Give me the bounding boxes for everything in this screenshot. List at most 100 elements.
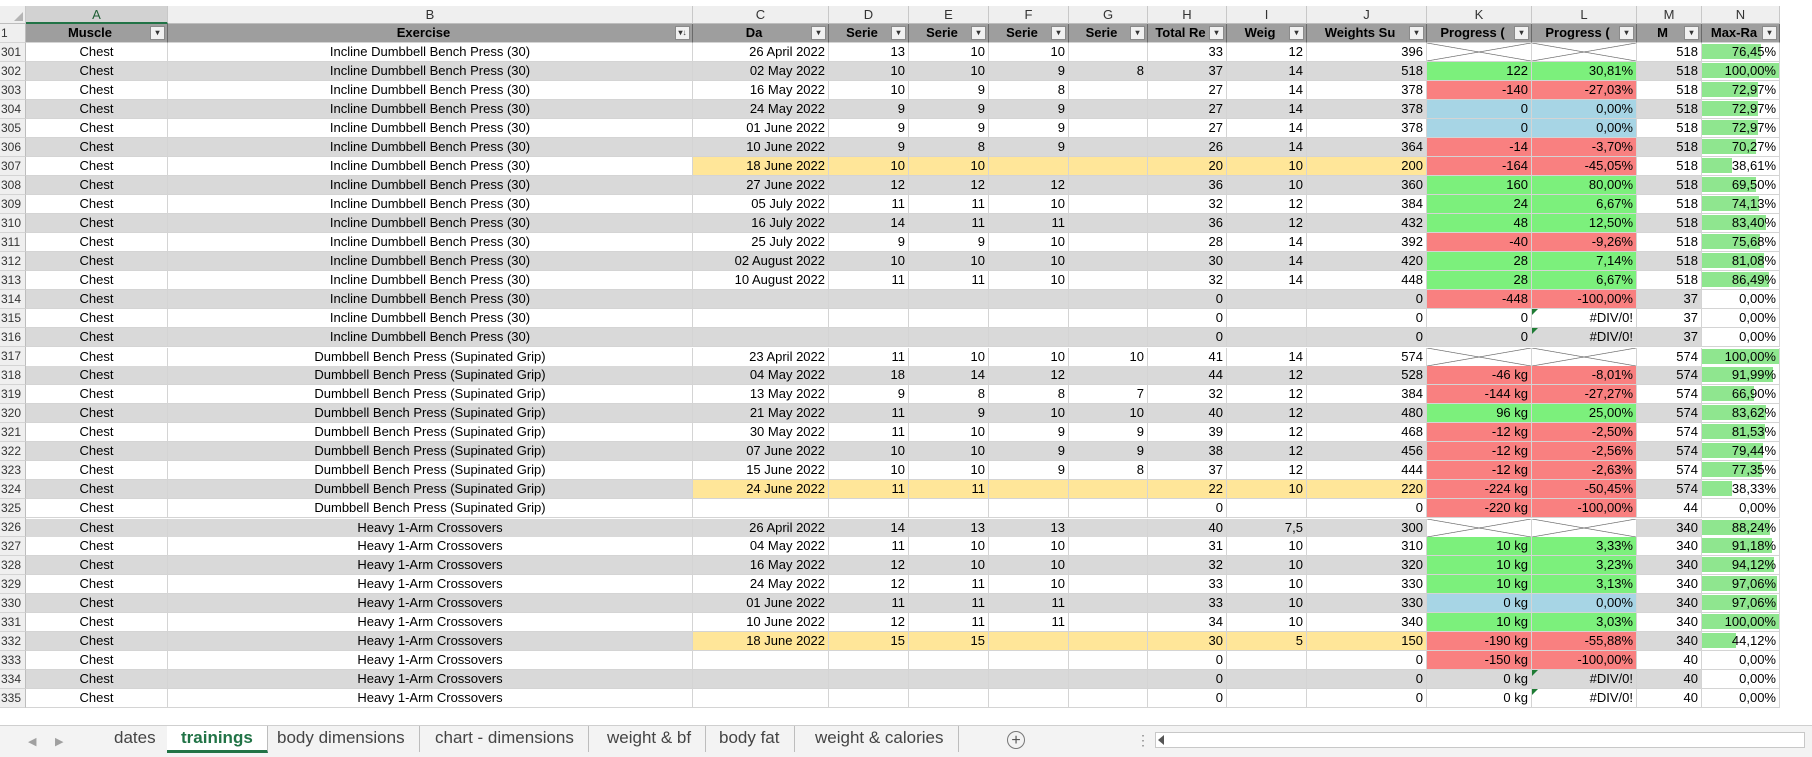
- cell-f[interactable]: 9: [989, 423, 1069, 442]
- cell-e[interactable]: 11: [909, 214, 989, 233]
- cell-e[interactable]: 10: [909, 348, 989, 367]
- cell-j[interactable]: 384: [1307, 195, 1427, 214]
- cell-h[interactable]: 27: [1148, 119, 1227, 138]
- row-number[interactable]: 322: [0, 442, 26, 461]
- row-number[interactable]: 332: [0, 632, 26, 651]
- cell-n[interactable]: 79,44%: [1702, 442, 1780, 461]
- cell-d[interactable]: 11: [829, 480, 909, 499]
- cell-k[interactable]: -150 kg: [1427, 651, 1532, 670]
- cell-h[interactable]: 0: [1148, 499, 1227, 518]
- cell-h[interactable]: 30: [1148, 252, 1227, 271]
- cell-m[interactable]: 518: [1637, 81, 1702, 100]
- cell-d[interactable]: 12: [829, 176, 909, 195]
- cell-m[interactable]: 574: [1637, 348, 1702, 367]
- column-header-n[interactable]: N: [1702, 6, 1780, 24]
- cell-n[interactable]: 91,18%: [1702, 537, 1780, 556]
- cell-n[interactable]: 91,99%: [1702, 366, 1780, 385]
- cell-c[interactable]: [693, 309, 829, 328]
- cell-g[interactable]: [1069, 214, 1148, 233]
- row-number[interactable]: 303: [0, 81, 26, 100]
- cell-d[interactable]: 9: [829, 119, 909, 138]
- cell-l[interactable]: #DIV/0!: [1532, 309, 1637, 328]
- cell-n[interactable]: 97,06%: [1702, 594, 1780, 613]
- cell-l[interactable]: -100,00%: [1532, 290, 1637, 309]
- cell-a[interactable]: Chest: [26, 499, 168, 518]
- cell-k[interactable]: 28: [1427, 252, 1532, 271]
- cell-m[interactable]: 340: [1637, 519, 1702, 538]
- cell-d[interactable]: 11: [829, 537, 909, 556]
- cell-m[interactable]: 518: [1637, 252, 1702, 271]
- cell-b[interactable]: Dumbbell Bench Press (Supinated Grip): [168, 499, 693, 518]
- row-number[interactable]: 326: [0, 518, 26, 537]
- row-number[interactable]: 324: [0, 480, 26, 499]
- filter-dropdown-icon[interactable]: ▾: [811, 26, 826, 40]
- row-number[interactable]: 325: [0, 499, 26, 518]
- row-number[interactable]: 310: [0, 214, 26, 233]
- cell-a[interactable]: Chest: [26, 81, 168, 100]
- row-number[interactable]: 302: [0, 62, 26, 81]
- cell-b[interactable]: Heavy 1-Arm Crossovers: [168, 651, 693, 670]
- cell-i[interactable]: 10: [1227, 613, 1307, 632]
- row-number[interactable]: 327: [0, 537, 26, 556]
- cell-d[interactable]: [829, 290, 909, 309]
- cell-c[interactable]: 02 August 2022: [693, 252, 829, 271]
- cell-e[interactable]: 10: [909, 252, 989, 271]
- cell-n[interactable]: 88,24%: [1702, 519, 1780, 538]
- cell-l[interactable]: 30,81%: [1532, 62, 1637, 81]
- cell-i[interactable]: 14: [1227, 138, 1307, 157]
- column-header-i[interactable]: I: [1227, 6, 1307, 24]
- cell-d[interactable]: 11: [829, 348, 909, 367]
- row-number[interactable]: 319: [0, 385, 26, 404]
- cell-k[interactable]: -12 kg: [1427, 461, 1532, 480]
- cell-l[interactable]: -50,45%: [1532, 480, 1637, 499]
- cell-g[interactable]: [1069, 613, 1148, 632]
- cell-l[interactable]: -8,01%: [1532, 366, 1637, 385]
- cell-h[interactable]: 32: [1148, 556, 1227, 575]
- cell-h[interactable]: 22: [1148, 480, 1227, 499]
- cell-n[interactable]: 0,00%: [1702, 670, 1780, 689]
- sheet-tab-weight-bf[interactable]: weight & bf: [593, 726, 707, 752]
- cell-k[interactable]: -164: [1427, 157, 1532, 176]
- cell-n[interactable]: 0,00%: [1702, 651, 1780, 670]
- cell-n[interactable]: 81,53%: [1702, 423, 1780, 442]
- cell-g[interactable]: [1069, 670, 1148, 689]
- cell-m[interactable]: 518: [1637, 119, 1702, 138]
- cell-h[interactable]: 0: [1148, 309, 1227, 328]
- cell-l[interactable]: [1532, 43, 1637, 62]
- cell-l[interactable]: -45,05%: [1532, 157, 1637, 176]
- row-number[interactable]: 318: [0, 366, 26, 385]
- row-number[interactable]: 313: [0, 271, 26, 290]
- row-number[interactable]: 331: [0, 613, 26, 632]
- cell-n[interactable]: 83,62%: [1702, 404, 1780, 423]
- cell-f[interactable]: [989, 689, 1069, 708]
- cell-i[interactable]: 12: [1227, 214, 1307, 233]
- column-title[interactable]: Muscle ▾: [26, 24, 168, 43]
- cell-h[interactable]: 33: [1148, 43, 1227, 62]
- cell-d[interactable]: 10: [829, 62, 909, 81]
- cell-d[interactable]: [829, 309, 909, 328]
- cell-d[interactable]: 11: [829, 271, 909, 290]
- cell-j[interactable]: 0: [1307, 499, 1427, 518]
- cell-a[interactable]: Chest: [26, 214, 168, 233]
- cell-c[interactable]: 23 April 2022: [693, 348, 829, 367]
- cell-n[interactable]: 0,00%: [1702, 689, 1780, 708]
- cell-d[interactable]: [829, 689, 909, 708]
- cell-i[interactable]: 10: [1227, 594, 1307, 613]
- cell-a[interactable]: Chest: [26, 442, 168, 461]
- cell-j[interactable]: 396: [1307, 43, 1427, 62]
- cell-b[interactable]: Dumbbell Bench Press (Supinated Grip): [168, 404, 693, 423]
- cell-g[interactable]: 9: [1069, 423, 1148, 442]
- cell-l[interactable]: 3,33%: [1532, 537, 1637, 556]
- cell-e[interactable]: 10: [909, 423, 989, 442]
- cell-b[interactable]: Incline Dumbbell Bench Press (30): [168, 214, 693, 233]
- cell-k[interactable]: 10 kg: [1427, 537, 1532, 556]
- cell-m[interactable]: 574: [1637, 442, 1702, 461]
- cell-k[interactable]: [1427, 519, 1532, 538]
- cell-c[interactable]: 04 May 2022: [693, 537, 829, 556]
- cell-g[interactable]: [1069, 689, 1148, 708]
- cell-i[interactable]: 14: [1227, 119, 1307, 138]
- cell-l[interactable]: #DIV/0!: [1532, 689, 1637, 708]
- cell-i[interactable]: 14: [1227, 100, 1307, 119]
- cell-i[interactable]: 5: [1227, 632, 1307, 651]
- cell-f[interactable]: 10: [989, 252, 1069, 271]
